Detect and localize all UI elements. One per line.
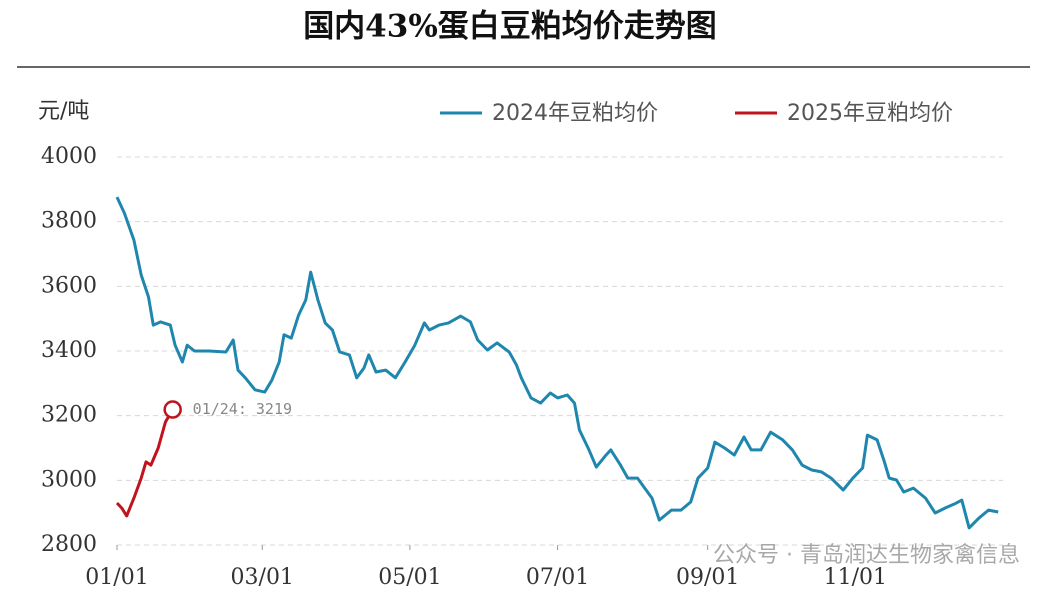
x-tick-label: 05/01 xyxy=(378,565,441,590)
series-line xyxy=(115,408,174,518)
legend-label: 2024年豆粕均价 xyxy=(492,101,658,126)
y-unit-label: 元/吨 xyxy=(38,99,89,124)
y-tick-label: 3200 xyxy=(41,403,97,428)
x-tick-label: 11/01 xyxy=(824,565,887,590)
y-tick-label: 3600 xyxy=(41,273,97,298)
y-tick-label: 3000 xyxy=(41,467,97,492)
series-line xyxy=(115,196,999,530)
y-tick-label: 3400 xyxy=(41,338,97,363)
x-tick-label: 03/01 xyxy=(231,565,294,590)
legend-label: 2025年豆粕均价 xyxy=(787,101,953,126)
chart-title: 国内43%蛋白豆粕均价走势图 xyxy=(303,9,717,45)
x-tick-label: 09/01 xyxy=(676,565,739,590)
annotation-label: 01/24: 3219 xyxy=(193,400,292,418)
y-tick-label: 3800 xyxy=(41,209,97,234)
x-tick-label: 01/01 xyxy=(85,565,148,590)
watermark: 公众号 · 青岛润达生物家禽信息 xyxy=(713,543,1020,568)
y-tick-label: 2800 xyxy=(41,532,97,557)
y-tick-label: 4000 xyxy=(41,144,97,169)
annotation-marker xyxy=(163,400,182,419)
x-tick-label: 07/01 xyxy=(526,565,589,590)
